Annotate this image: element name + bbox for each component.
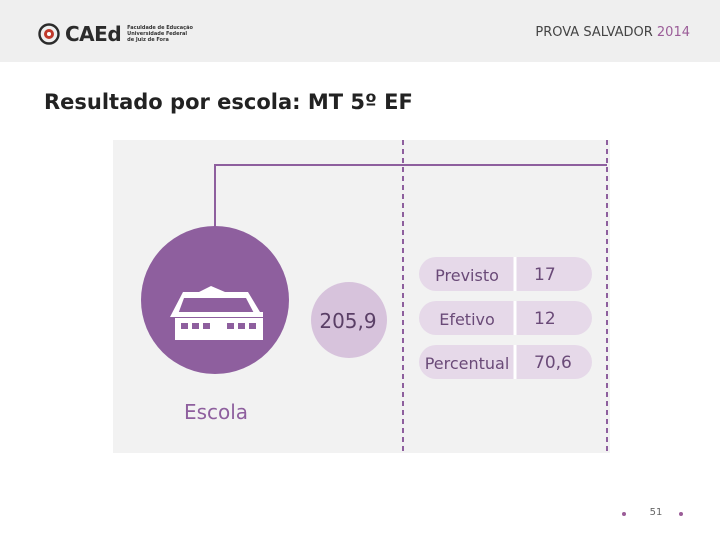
proficiency-circle — [311, 282, 387, 358]
header-bar: CAEd Faculdade de Educação Universidade … — [0, 0, 720, 62]
row-label: Percentual — [425, 354, 510, 373]
infographic-canvas: Escola 205,9 Previsto 17 Efetivo 12 Perc… — [113, 140, 610, 453]
logo-subtitle-line: Universidade Federal — [127, 31, 188, 37]
proficiency-value: 205,9 — [319, 309, 376, 333]
caed-logo-icon — [38, 23, 60, 45]
result-row: Efetivo 12 — [419, 301, 592, 335]
caed-logo: CAEd Faculdade de Educação Universidade … — [38, 20, 193, 48]
row-pill — [419, 301, 592, 335]
school-result-infographic: Escola 205,9 Previsto 17 Efetivo 12 Perc… — [113, 140, 610, 453]
result-row: Previsto 17 — [419, 257, 592, 291]
footer-dot — [679, 512, 683, 516]
row-pill — [419, 345, 592, 379]
presentation-year: 2014 — [656, 25, 690, 40]
page-number: 51 — [649, 507, 663, 518]
school-building-icon — [170, 286, 263, 340]
entity-label: Escola — [184, 400, 248, 424]
logo-subtitle-line: de Juiz de Fora — [127, 37, 169, 43]
row-pill — [419, 257, 592, 291]
logo-name: CAEd — [65, 22, 122, 46]
school-circle — [141, 226, 289, 374]
connector-line — [214, 164, 607, 238]
row-label: Previsto — [435, 266, 499, 285]
row-value: 12 — [534, 309, 556, 329]
row-label: Efetivo — [439, 310, 495, 329]
presentation-title: PROVA SALVADOR — [535, 25, 653, 40]
footer-dot — [622, 512, 626, 516]
result-row: Percentual 70,6 — [419, 345, 592, 379]
logo-subtitle-line: Faculdade de Educação — [127, 25, 193, 31]
row-value: 17 — [534, 265, 556, 285]
row-value: 70,6 — [534, 353, 572, 373]
presentation-heading: PROVA SALVADOR 2014 — [535, 25, 690, 40]
logo-subtitle: Faculdade de Educação Universidade Feder… — [127, 25, 193, 43]
page-title: Resultado por escola: MT 5º EF — [44, 90, 413, 114]
